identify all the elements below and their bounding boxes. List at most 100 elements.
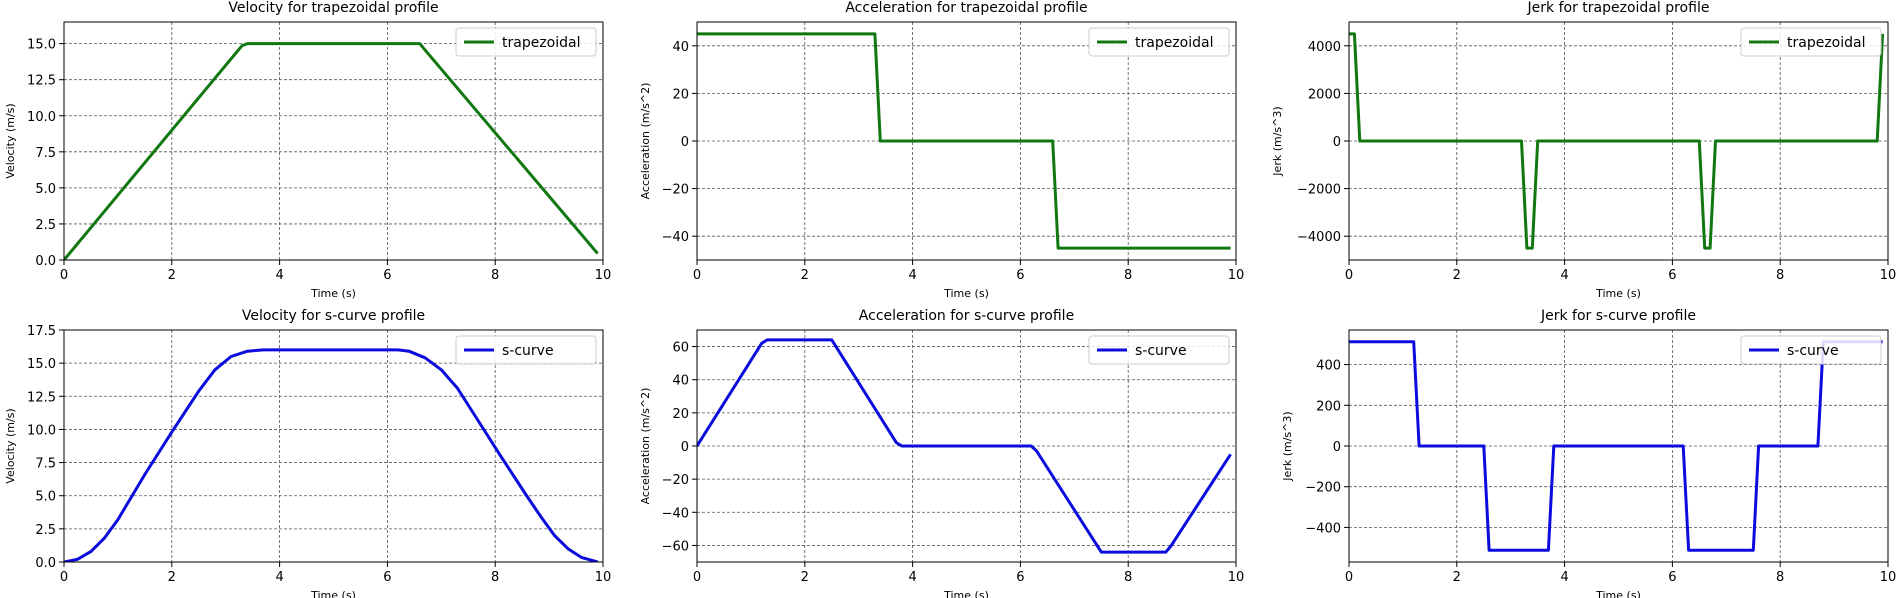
chart-panel-5: Jerk for s-curve profile 0 2 4 6 8 10 −400 −200 0… — [1281, 308, 1896, 598]
y-tick-label: 2000 — [1308, 87, 1341, 102]
x-tick-label: 4 — [908, 268, 916, 283]
chart-panel-1: Acceleration for trapezoidal profile 0 2 4 6… — [639, 0, 1244, 300]
y-tick-label: −4000 — [1297, 230, 1341, 245]
y-tick-label: 40 — [672, 374, 689, 389]
x-tick-label: 4 — [1560, 268, 1568, 283]
legend-label: trapezoidal — [1135, 35, 1213, 51]
y-tick-label: 4000 — [1308, 40, 1341, 55]
chart-title: Jerk for s-curve profile — [1540, 308, 1696, 324]
y-tick-label: 10.0 — [27, 423, 56, 438]
y-tick-label: 15.0 — [27, 38, 56, 53]
x-tick-label: 6 — [1016, 268, 1024, 283]
y-tick-label: 7.5 — [35, 457, 56, 472]
chart-title: Velocity for trapezoidal profile — [228, 0, 438, 16]
chart-title: Acceleration for s-curve profile — [859, 308, 1074, 324]
y-axis-label: Acceleration (m/s^2) — [639, 83, 652, 200]
x-tick-label: 8 — [1776, 570, 1784, 585]
series-line-s-curve — [64, 348, 599, 562]
plot-frame — [1348, 21, 1889, 261]
y-axis-label: Velocity (m/s) — [4, 408, 17, 483]
y-tick-label: −400 — [1305, 521, 1341, 536]
chart-panel-3: Velocity for s-curve profile 0 2 4 6 8 10 0.0 2.… — [4, 308, 611, 598]
x-tick-label: 2 — [168, 570, 176, 585]
y-tick-label: −40 — [662, 506, 689, 521]
legend-box — [1740, 27, 1882, 57]
y-tick-label: 40 — [672, 40, 689, 55]
x-tick-label: 2 — [1453, 268, 1461, 283]
y-tick-label: 2.5 — [35, 523, 56, 538]
x-tick-label: 4 — [275, 570, 283, 585]
y-tick-label: −60 — [662, 539, 689, 554]
chart-title: Velocity for s-curve profile — [242, 308, 425, 324]
y-axis-label: Jerk (m/s^3) — [1271, 106, 1284, 176]
y-tick-label: 12.5 — [27, 390, 56, 405]
x-tick-label: 0 — [1345, 268, 1353, 283]
x-tick-label: 0 — [1345, 570, 1353, 585]
chart-panel-4: Acceleration for s-curve profile 0 2 4 6 8 10 −… — [639, 308, 1244, 598]
x-tick-label: 10 — [1228, 570, 1245, 585]
legend-box — [1740, 335, 1882, 365]
x-tick-label: 0 — [60, 268, 68, 283]
series-line-s-curve — [1349, 340, 1883, 552]
y-tick-label: 10.0 — [27, 110, 56, 125]
x-axis-label: Time (s) — [310, 287, 356, 300]
y-tick-label: 20 — [672, 87, 689, 102]
y-tick-label: 60 — [672, 341, 689, 356]
x-tick-label: 10 — [1880, 570, 1897, 585]
x-tick-label: 8 — [491, 268, 499, 283]
y-tick-label: 17.5 — [27, 324, 56, 339]
series-line-s-curve — [697, 338, 1232, 554]
plot-frame — [63, 329, 604, 563]
y-tick-label: 0.0 — [35, 254, 56, 269]
y-tick-label: 0 — [1333, 135, 1341, 150]
series-line-trapezoidal — [64, 42, 599, 260]
x-tick-label: 8 — [1776, 268, 1784, 283]
x-tick-label: 0 — [693, 268, 701, 283]
x-axis-label: Time (s) — [943, 287, 989, 300]
x-tick-label: 0 — [693, 570, 701, 585]
plot-frame — [696, 329, 1237, 563]
x-axis-label: Time (s) — [1595, 589, 1641, 598]
legend-box — [1088, 335, 1230, 365]
plot-frame — [1348, 329, 1889, 563]
x-tick-label: 10 — [1880, 268, 1897, 283]
plot-frame — [63, 21, 604, 261]
x-tick-label: 10 — [595, 268, 612, 283]
x-tick-label: 8 — [491, 570, 499, 585]
y-tick-label: −2000 — [1297, 183, 1341, 198]
legend-box — [1088, 27, 1230, 57]
y-tick-label: 5.0 — [35, 490, 56, 505]
y-tick-label: 2.5 — [35, 218, 56, 233]
legend-box — [455, 335, 597, 365]
y-axis-label: Acceleration (m/s^2) — [639, 388, 652, 505]
y-tick-label: 12.5 — [27, 74, 56, 89]
x-tick-label: 4 — [908, 570, 916, 585]
y-tick-label: 0 — [681, 440, 689, 455]
x-tick-label: 6 — [1016, 570, 1024, 585]
chart-panel-2: Jerk for trapezoidal profile 0 2 4 6 8 10 −4000… — [1271, 0, 1896, 300]
y-tick-label: −40 — [662, 230, 689, 245]
x-tick-label: 2 — [1453, 570, 1461, 585]
y-tick-label: 400 — [1316, 359, 1341, 374]
y-tick-label: 15.0 — [27, 357, 56, 372]
x-tick-label: 10 — [595, 570, 612, 585]
x-axis-label: Time (s) — [943, 589, 989, 598]
series-line-trapezoidal — [1349, 32, 1885, 250]
x-tick-label: 4 — [1560, 570, 1568, 585]
legend-label: s-curve — [502, 343, 554, 359]
chart-panel-0: Velocity for trapezoidal profile 0 2 4 6 8 10 0… — [4, 0, 611, 300]
x-axis-label: Time (s) — [1595, 287, 1641, 300]
x-tick-label: 2 — [168, 268, 176, 283]
x-tick-label: 0 — [60, 570, 68, 585]
plot-frame — [696, 21, 1237, 261]
y-tick-label: 7.5 — [35, 146, 56, 161]
x-tick-label: 6 — [383, 268, 391, 283]
chart-title: Acceleration for trapezoidal profile — [845, 0, 1087, 16]
x-tick-label: 8 — [1124, 268, 1132, 283]
y-tick-label: 0.0 — [35, 556, 56, 571]
legend-label: s-curve — [1787, 343, 1839, 359]
x-axis-label: Time (s) — [310, 589, 356, 598]
y-tick-label: 20 — [672, 407, 689, 422]
y-axis-label: Jerk (m/s^3) — [1281, 411, 1294, 481]
